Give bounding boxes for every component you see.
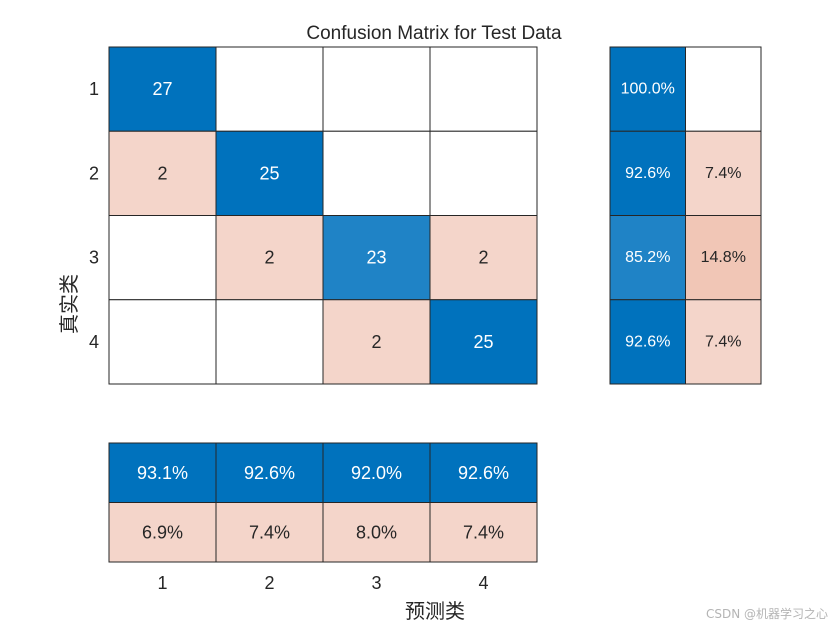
matrix-cell-value: 2 <box>371 332 381 352</box>
row-summary-correct-value: 100.0% <box>621 81 675 98</box>
x-tick-labels: 1 2 3 4 <box>157 573 488 593</box>
row-summary-incorrect-value: 14.8% <box>701 249 746 266</box>
matrix-cell-value: 2 <box>478 248 488 268</box>
matrix-cell <box>429 46 538 132</box>
row-summary-incorrect-cell <box>685 46 762 132</box>
row-summary-correct-value: 92.6% <box>625 333 670 350</box>
row-summary-correct-value: 85.2% <box>625 249 670 266</box>
row-summary-correct-value: 92.6% <box>625 165 670 182</box>
matrix-cell-value: 2 <box>264 248 274 268</box>
x-axis-label: 预测类 <box>405 599 465 623</box>
matrix-cell <box>108 130 217 216</box>
column-summary-incorrect-cell <box>322 502 431 563</box>
y-tick-label: 2 <box>89 163 99 183</box>
column-summary-correct-value: 93.1% <box>137 463 188 483</box>
column-summary-incorrect-cell <box>429 502 538 563</box>
matrix-cell-value: 27 <box>152 79 172 99</box>
row-summary-correct-cell <box>609 215 686 301</box>
column-summary-correct-value: 92.6% <box>458 463 509 483</box>
column-summary-incorrect-value: 7.4% <box>249 522 290 542</box>
row-summary: 100.0% 92.6% 7.4% 85.2% 14.8% 92.6% 7.4% <box>609 46 762 385</box>
matrix-cell <box>322 46 431 132</box>
matrix-cell <box>322 299 431 385</box>
column-summary-incorrect-cell <box>108 502 217 563</box>
matrix-cell <box>215 46 324 132</box>
matrix-cell <box>108 299 217 385</box>
matrix-cell <box>322 130 431 216</box>
y-tick-label: 4 <box>89 332 99 352</box>
watermark: CSDN @机器学习之心 <box>705 607 828 621</box>
matrix-cell <box>215 299 324 385</box>
x-tick-label: 1 <box>157 573 167 593</box>
y-tick-label: 1 <box>89 79 99 99</box>
x-tick-label: 3 <box>371 573 381 593</box>
matrix-cell <box>322 215 431 301</box>
column-summary-correct-value: 92.0% <box>351 463 402 483</box>
column-summary-incorrect-value: 7.4% <box>463 522 504 542</box>
column-summary-incorrect-value: 8.0% <box>356 522 397 542</box>
matrix-cell-value: 25 <box>259 163 279 183</box>
column-summary-correct-cell <box>215 442 324 503</box>
y-tick-label: 3 <box>89 248 99 268</box>
row-summary-incorrect-cell <box>685 299 762 385</box>
column-summary-correct-cell <box>429 442 538 503</box>
matrix-cell <box>108 215 217 301</box>
row-summary-incorrect-value: 7.4% <box>705 165 741 182</box>
column-summary-incorrect-cell <box>215 502 324 563</box>
matrix-cell-value: 25 <box>473 332 493 352</box>
matrix-cell <box>429 299 538 385</box>
chart-title: Confusion Matrix for Test Data <box>306 23 562 44</box>
matrix-cell <box>215 130 324 216</box>
column-summary-correct-cell <box>108 442 217 503</box>
column-summary: 93.1% 6.9% 92.6% 7.4% 92.0% 8.0% 92.6% 7.4% <box>108 442 538 563</box>
y-axis-label: 真实类 <box>57 274 81 334</box>
row-summary-incorrect-cell <box>685 215 762 301</box>
matrix-cell <box>215 215 324 301</box>
y-tick-labels: 1 2 3 4 <box>89 79 99 352</box>
matrix-cell-value: 23 <box>366 248 386 268</box>
x-tick-label: 2 <box>264 573 274 593</box>
row-summary-incorrect-cell <box>685 130 762 216</box>
confusion-matrix: 27 2 25 2 23 2 2 25 <box>108 46 538 385</box>
matrix-cell <box>429 130 538 216</box>
row-summary-correct-cell <box>609 299 686 385</box>
column-summary-correct-cell <box>322 442 431 503</box>
x-tick-label: 4 <box>478 573 488 593</box>
column-summary-incorrect-value: 6.9% <box>142 522 183 542</box>
column-summary-correct-value: 92.6% <box>244 463 295 483</box>
row-summary-correct-cell <box>609 130 686 216</box>
matrix-cell <box>429 215 538 301</box>
matrix-cell <box>108 46 217 132</box>
row-summary-incorrect-value: 7.4% <box>705 333 741 350</box>
matrix-cell-value: 2 <box>157 163 167 183</box>
